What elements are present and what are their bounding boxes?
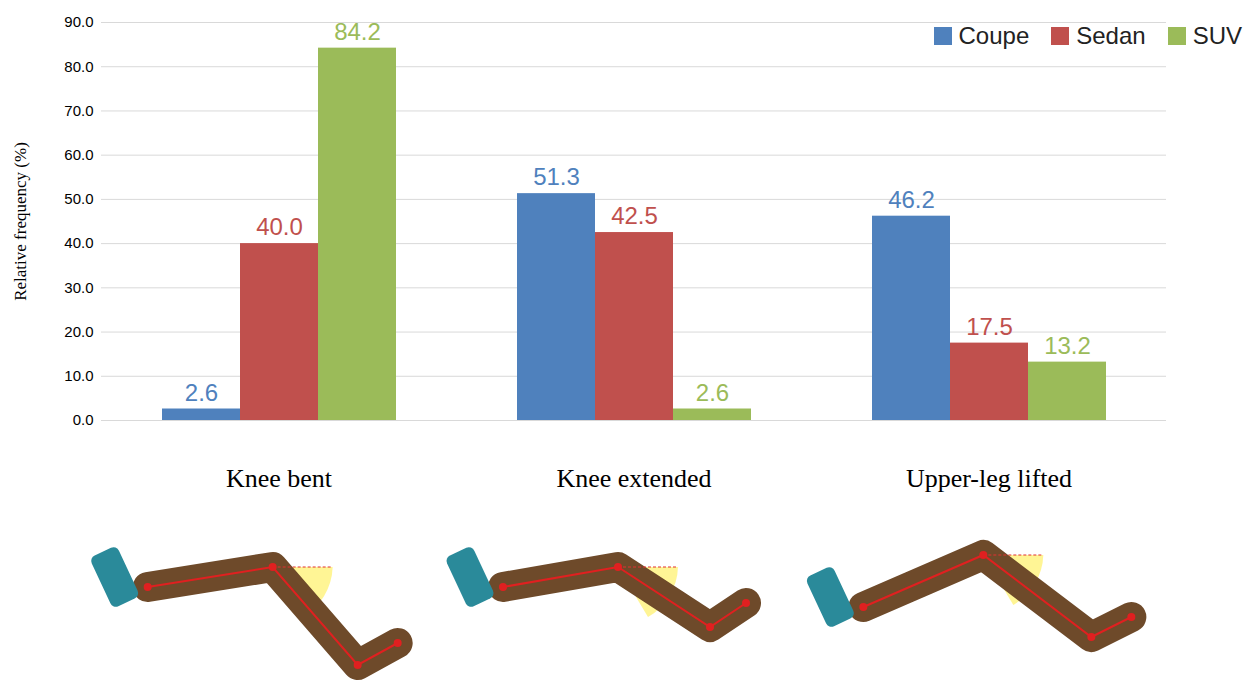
svg-text:Knee extended: Knee extended: [556, 464, 711, 493]
svg-text:Knee bent: Knee bent: [226, 464, 333, 493]
svg-text:51.3: 51.3: [533, 163, 580, 190]
svg-text:13.2: 13.2: [1044, 332, 1091, 359]
svg-text:70.0: 70.0: [64, 102, 93, 119]
svg-text:Upper-leg lifted: Upper-leg lifted: [906, 464, 1072, 493]
svg-text:40.0: 40.0: [64, 234, 93, 251]
svg-text:17.5: 17.5: [966, 313, 1013, 340]
svg-text:40.0: 40.0: [256, 213, 303, 240]
svg-text:0.0: 0.0: [73, 411, 94, 428]
svg-text:42.5: 42.5: [611, 202, 658, 229]
svg-text:20.0: 20.0: [64, 323, 93, 340]
svg-text:2.6: 2.6: [696, 379, 729, 406]
svg-text:90.0: 90.0: [64, 13, 93, 30]
svg-text:80.0: 80.0: [64, 58, 93, 75]
svg-text:60.0: 60.0: [64, 146, 93, 163]
svg-text:46.2: 46.2: [888, 186, 935, 213]
svg-text:84.2: 84.2: [334, 18, 381, 45]
svg-text:10.0: 10.0: [64, 367, 93, 384]
svg-text:Relative frequency (%): Relative frequency (%): [11, 142, 30, 301]
svg-text:2.6: 2.6: [185, 379, 218, 406]
html-text:SUV: SUV: [1192, 22, 1242, 49]
html-text:Sedan: Sedan: [1076, 22, 1146, 49]
html-text:Coupe: Coupe: [958, 22, 1030, 49]
svg-text:30.0: 30.0: [64, 279, 93, 296]
svg-text:50.0: 50.0: [64, 190, 93, 207]
